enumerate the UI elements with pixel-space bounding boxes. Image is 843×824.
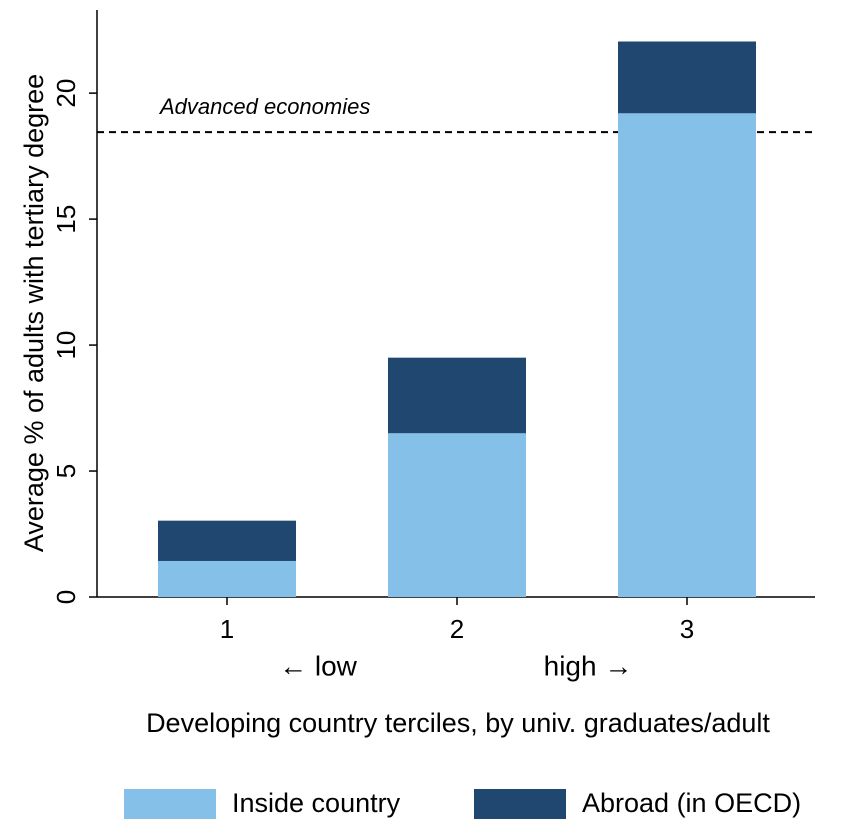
bar-segment: [618, 41, 756, 114]
bar-segment: [388, 433, 526, 597]
y-tick-label: 0: [51, 590, 81, 604]
bar-segment: [158, 520, 296, 561]
x-annotation: high →: [544, 650, 633, 681]
x-axis-title: Developing country terciles, by univ. gr…: [146, 708, 770, 738]
legend-swatch: [474, 789, 566, 819]
y-tick-label: 20: [51, 79, 81, 108]
y-tick-label: 15: [51, 205, 81, 234]
bar-segment: [388, 357, 526, 434]
legend-label: Inside country: [232, 788, 401, 818]
y-tick-label: 10: [51, 331, 81, 360]
bar-segment: [158, 560, 296, 597]
x-tick-label: 1: [220, 614, 234, 644]
x-annotation: ← low: [279, 650, 358, 681]
legend-swatch: [124, 789, 216, 819]
bar-segment: [618, 113, 756, 598]
reference-label: Advanced economies: [158, 94, 370, 119]
y-axis-title: Average % of adults with tertiary degree: [19, 74, 49, 552]
x-tick-label: 2: [450, 614, 464, 644]
x-tick-label: 3: [680, 614, 694, 644]
legend-label: Abroad (in OECD): [582, 788, 801, 818]
y-tick-label: 5: [51, 464, 81, 478]
